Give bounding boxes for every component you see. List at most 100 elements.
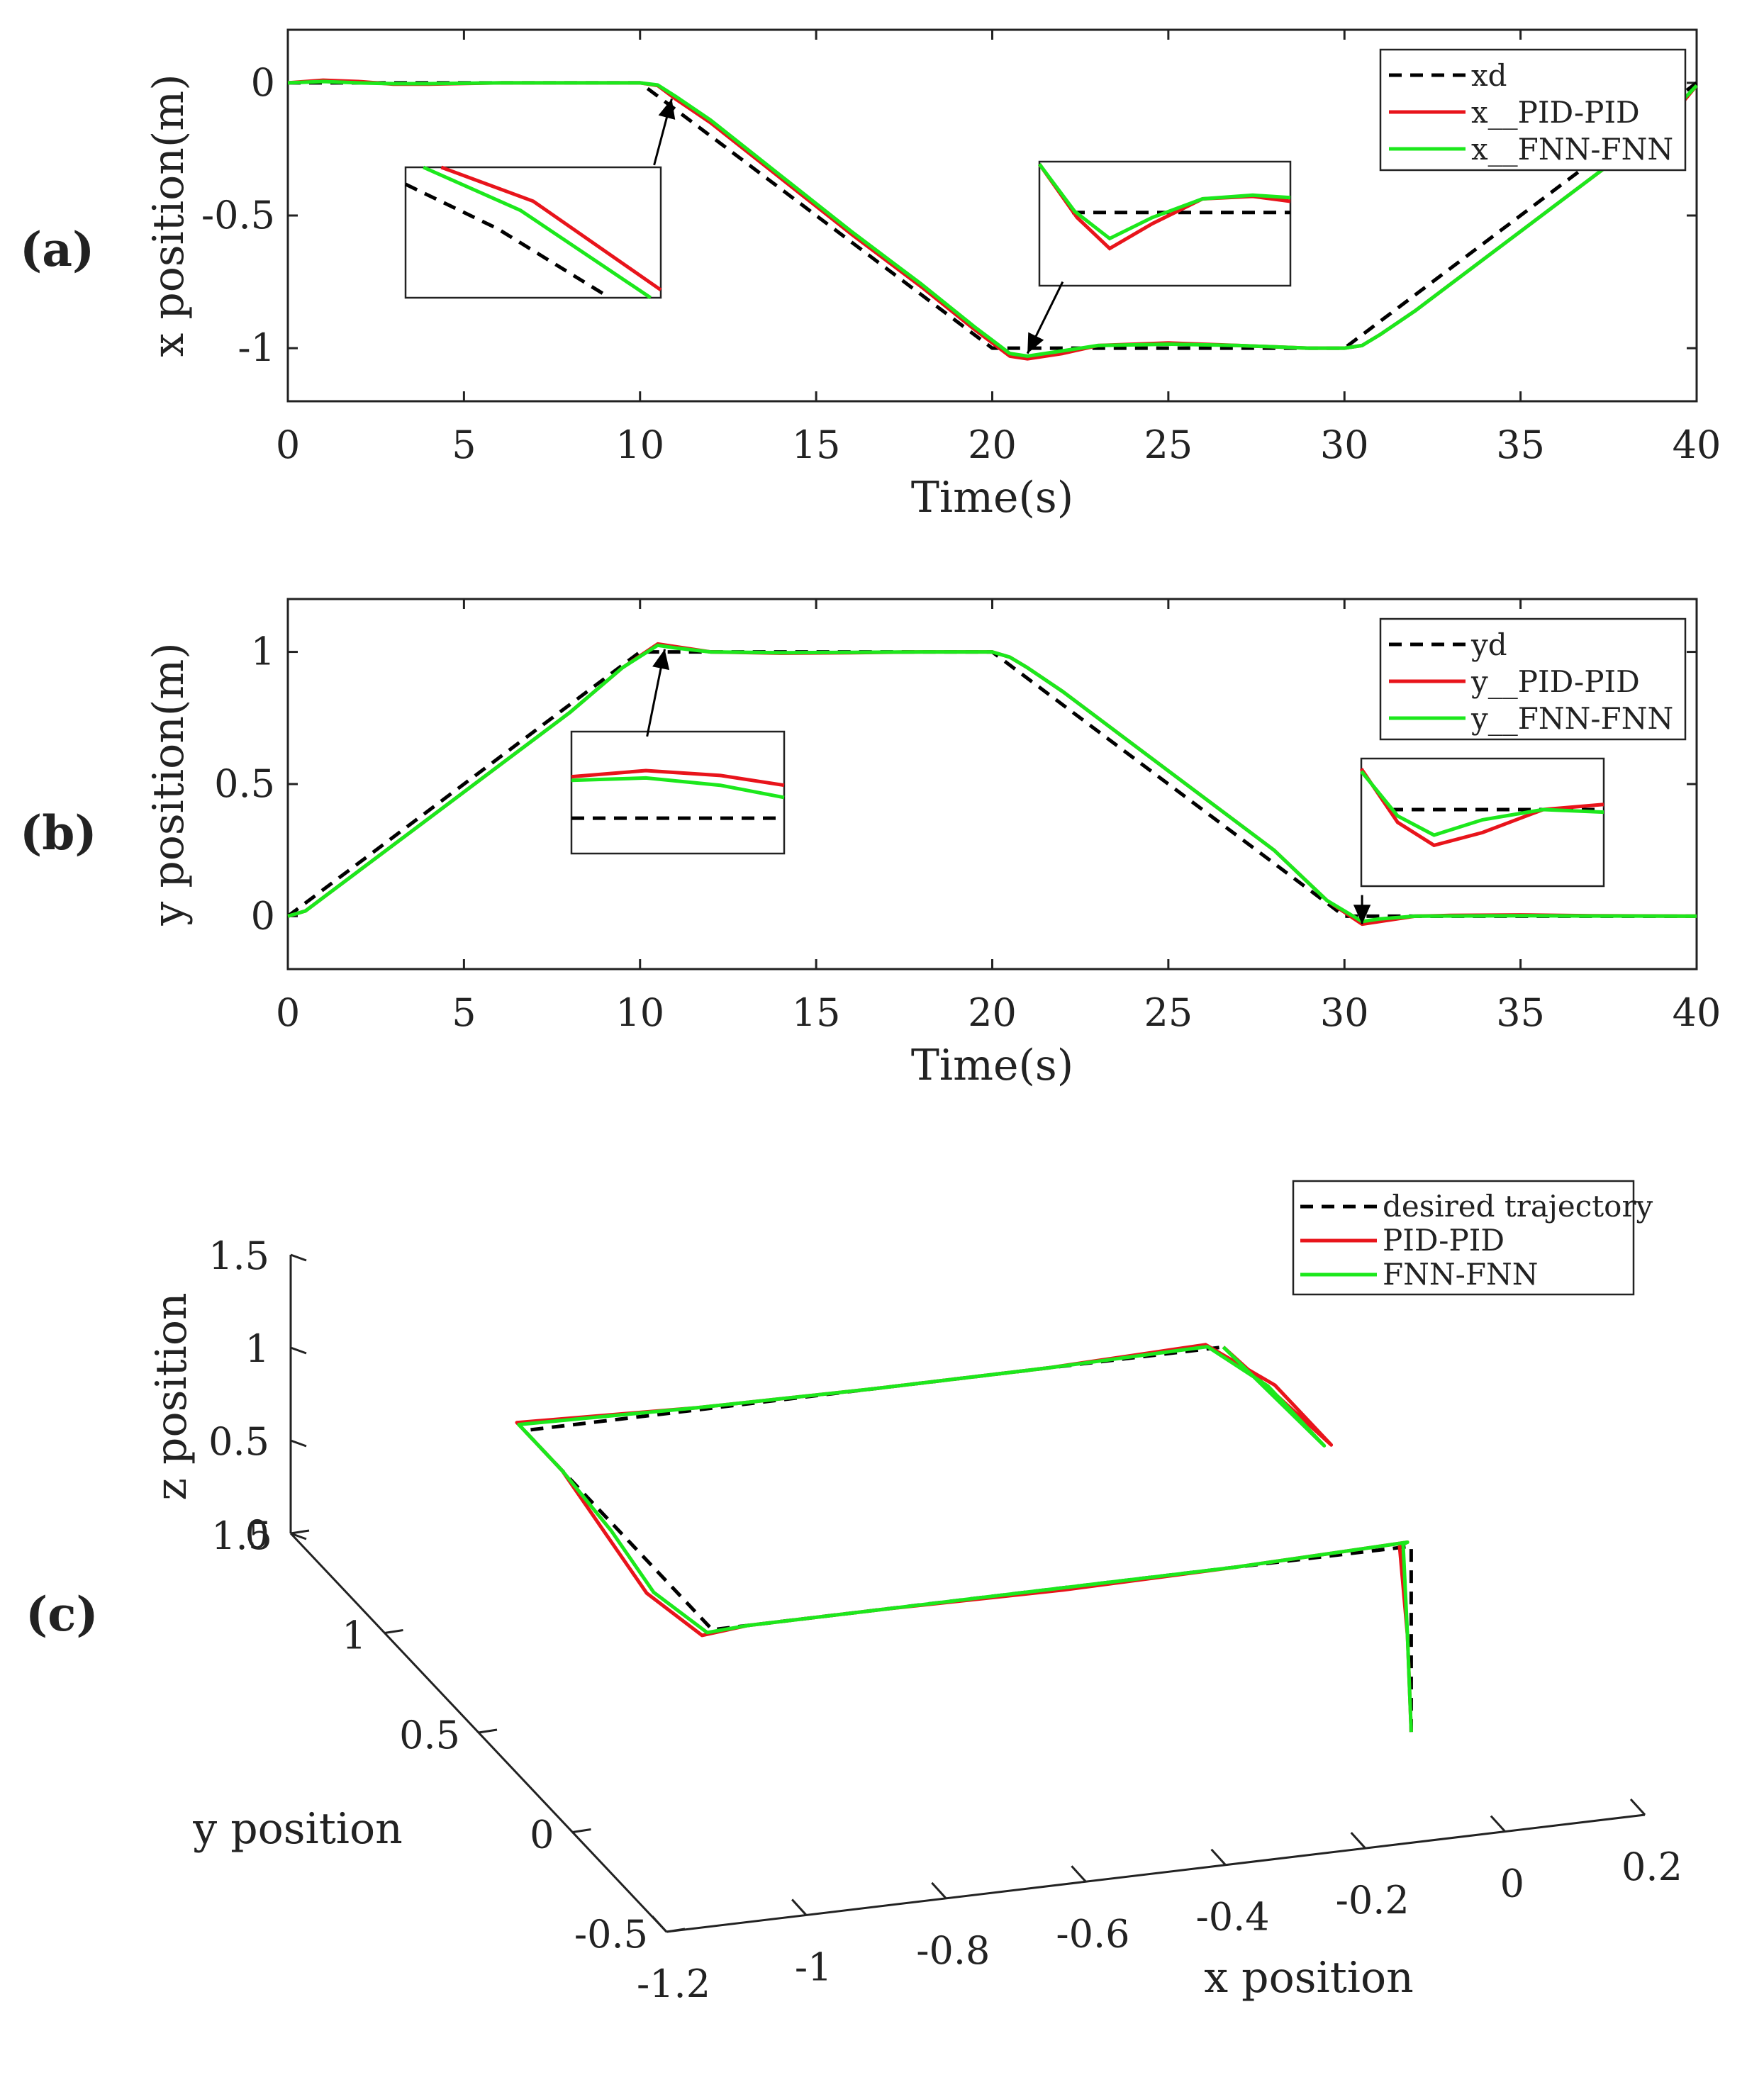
y-axis-label: y position: [192, 1804, 403, 1854]
zoom-inset-curve: [1360, 770, 1604, 837]
y-tick-mark: [478, 1728, 498, 1734]
legend-label: xd: [1471, 58, 1507, 93]
y-tick-label: 1.5: [211, 1514, 272, 1558]
y-tick-label: 0: [251, 60, 275, 105]
x-tick-label: 10: [615, 990, 664, 1035]
z-tick-label: 1: [245, 1326, 269, 1371]
x-tick-label: 40: [1673, 990, 1721, 1035]
series-line-y__FNN-FNN: [287, 643, 1697, 924]
chart-panel-c: -1.2 -1 -0.8 -0.6 -0.4 -0.2 0 0.2-0.500.511.500…: [147, 1180, 1682, 2006]
zoom-arrow-head: [1353, 905, 1371, 924]
x-tick-label: 15: [792, 423, 841, 467]
x-tick-label: 20: [968, 990, 1017, 1035]
y-tick-mark: [290, 1529, 310, 1535]
x-tick-label: 25: [1144, 423, 1193, 467]
x-tick-label: 15: [792, 990, 841, 1035]
zoom-inset-curve: [571, 776, 785, 800]
z-tick-label: 0.5: [208, 1419, 269, 1464]
panel-label-b: (b): [20, 805, 97, 861]
series-line-desired trajectory: [523, 1345, 1413, 1733]
panel-label-a: (a): [20, 222, 94, 277]
x-tick-label: 0: [276, 990, 300, 1035]
y-tick-mark: [666, 1928, 686, 1933]
series-line-PID-PID: [515, 1343, 1413, 1733]
y-tick-label: 0.5: [214, 761, 275, 806]
zoom-inset-box: [1360, 757, 1605, 888]
x-tick-label: -1.2: [637, 1962, 710, 2006]
x-tick-mark: [1071, 1865, 1087, 1883]
x-tick-mark: [651, 1915, 668, 1933]
y-tick-mark: [384, 1629, 403, 1634]
x-axis-label: x position: [1204, 1953, 1414, 2003]
zoom-arrow-head: [1027, 332, 1044, 354]
x-tick-label: 0: [1500, 1862, 1524, 1906]
zoom-inset-curve: [440, 165, 662, 292]
y-tick-label: -0.5: [201, 193, 275, 237]
x-axis-label: Time(s): [911, 1041, 1073, 1090]
x-tick-label: -0.2: [1336, 1878, 1409, 1923]
y-tick-label: 0.5: [399, 1713, 460, 1757]
legend-label: PID-PID: [1383, 1223, 1505, 1258]
y-tick-label: -1: [238, 325, 275, 370]
y-tick-label: -0.5: [574, 1912, 648, 1957]
x-tick-label: 20: [968, 423, 1017, 467]
z-tick-label: 0: [245, 1512, 269, 1557]
zoom-arrow-head: [658, 99, 676, 120]
x-tick-label: 35: [1496, 423, 1545, 467]
x-tick-label: 10: [615, 423, 664, 467]
legend-label: y__PID-PID: [1470, 664, 1640, 699]
y-axis-label: y position(m): [144, 642, 194, 926]
x-axis-label: Time(s): [911, 473, 1073, 522]
x-tick-mark: [931, 1881, 947, 1899]
legend-label: FNN-FNN: [1383, 1257, 1538, 1292]
z-tick-mark: [290, 1532, 307, 1540]
zoom-inset-box: [1038, 160, 1292, 287]
series-line-FNN-FNN: [517, 1345, 1413, 1733]
x-tick-mark: [791, 1898, 808, 1916]
y-axis-label: x position(m): [144, 74, 194, 357]
y-tick-label: 1: [251, 630, 275, 674]
z-tick-mark: [290, 1439, 307, 1448]
panel-label-c: (c): [26, 1587, 99, 1642]
zoom-inset-curve: [571, 768, 785, 788]
x-tick-label: 5: [452, 423, 476, 467]
x-tick-mark: [1490, 1815, 1506, 1833]
x-tick-mark: [1210, 1848, 1227, 1866]
zoom-inset-curve: [423, 165, 652, 300]
z-tick-mark: [290, 1346, 307, 1355]
x-tick-label: 40: [1673, 423, 1721, 467]
x-tick-mark: [1629, 1798, 1646, 1816]
chart-panel-a: 0 5 10 15 20 25 30 35 40 0 -0.5 -1 Time(s) x position…: [144, 28, 1721, 522]
y-tick-label: 0: [251, 893, 275, 938]
z-tick-mark: [290, 1253, 307, 1262]
x-axis-line: [666, 1813, 1646, 1933]
z-axis-label: z position: [147, 1292, 196, 1500]
x-tick-label: 5: [452, 990, 476, 1035]
x-tick-label: -1: [795, 1945, 832, 1989]
legend-label: x__FNN-FNN: [1471, 132, 1673, 167]
chart-panel-b: 0 5 10 15 20 25 30 35 40 0 0.5 1 Time(s) y position(m…: [144, 598, 1721, 1090]
y-tick-mark: [572, 1828, 591, 1833]
x-tick-label: 0.2: [1621, 1845, 1682, 1889]
zoom-inset-box: [570, 730, 786, 855]
x-tick-label: -0.6: [1056, 1911, 1129, 1956]
x-tick-mark: [1350, 1832, 1366, 1850]
x-tick-label: 35: [1496, 990, 1545, 1035]
x-tick-label: 30: [1320, 423, 1369, 467]
zoom-arrow-head: [652, 649, 670, 671]
y-tick-label: 1: [342, 1613, 366, 1658]
x-tick-label: -0.4: [1196, 1895, 1270, 1940]
y-tick-label: 0: [530, 1813, 554, 1857]
zoom-inset-curve: [1037, 163, 1291, 241]
legend-label: desired trajectory: [1383, 1189, 1653, 1224]
x-tick-label: 25: [1144, 990, 1193, 1035]
x-tick-label: -0.8: [916, 1928, 990, 1973]
zoom-inset-curve: [404, 182, 611, 300]
x-tick-label: 30: [1320, 990, 1369, 1035]
legend-label: y__FNN-FNN: [1470, 701, 1673, 736]
legend-label: yd: [1470, 627, 1507, 662]
series-line-x__FNN-FNN: [287, 79, 1698, 358]
z-tick-label: 1.5: [208, 1234, 269, 1278]
legend-label: x__PID-PID: [1471, 95, 1640, 130]
